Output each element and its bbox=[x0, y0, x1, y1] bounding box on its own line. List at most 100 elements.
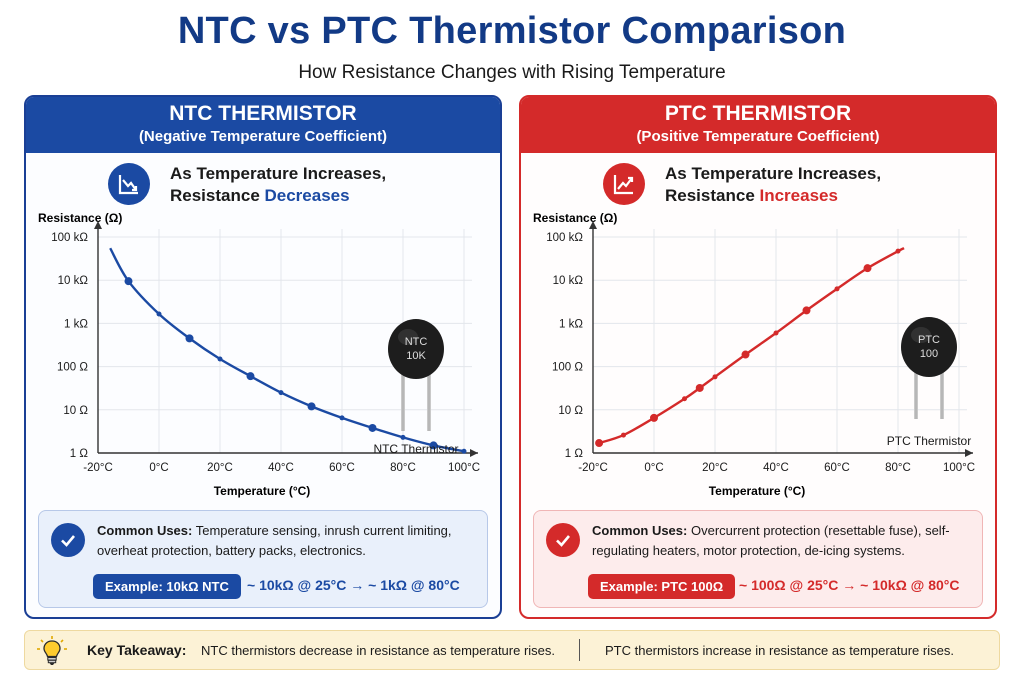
ptc-data-point bbox=[802, 306, 811, 315]
ptc-y-axis-arrow bbox=[589, 221, 597, 229]
ntc-x-tick-label: 80°C bbox=[390, 462, 416, 474]
ntc-subheading: (Negative Temperature Coefficient) bbox=[138, 128, 388, 145]
ptc-y-tick-label: 100 Ω bbox=[552, 362, 583, 374]
takeaway-ptc-text: PTC thermistors increase in resistance a… bbox=[605, 643, 954, 658]
ptc-data-point bbox=[834, 286, 840, 292]
ptc-data-point bbox=[773, 330, 779, 336]
ntc-data-point bbox=[217, 356, 223, 362]
ptc-statement-line1: As Temperature Increases, bbox=[665, 164, 882, 183]
ptc-x-tick-label: 0°C bbox=[644, 462, 663, 474]
takeaway-divider bbox=[579, 639, 580, 661]
ptc-heading: PTC THERMISTOR bbox=[664, 102, 852, 125]
ntc-data-point bbox=[339, 415, 345, 421]
page-title: NTC vs PTC Thermistor Comparison bbox=[177, 10, 847, 52]
ntc-y-axis-arrow bbox=[94, 221, 102, 229]
ptc-data-point bbox=[682, 396, 687, 402]
ptc-statement: As Temperature Increases, Resistance Inc… bbox=[665, 163, 881, 207]
ptc-x-tick-label: 100°C bbox=[943, 462, 975, 474]
ptc-component-label-2: 100 bbox=[920, 348, 938, 360]
ntc-y-tick-label: 1 Ω bbox=[70, 448, 89, 460]
ntc-uses-box: Common Uses: Temperature sensing, inrush… bbox=[38, 510, 488, 608]
ptc-data-point bbox=[621, 432, 626, 438]
ptc-component-caption: PTC Thermistor bbox=[887, 434, 971, 448]
ptc-y-tick-label: 100 kΩ bbox=[546, 232, 583, 244]
ntc-uses-text: Common Uses: Temperature sensing, inrush… bbox=[97, 521, 482, 561]
ntc-data-point bbox=[400, 434, 406, 440]
ntc-y-tick-label: 1 kΩ bbox=[64, 318, 88, 330]
ptc-y-tick-label: 1 kΩ bbox=[559, 318, 583, 330]
ntc-data-point bbox=[429, 441, 438, 450]
ptc-uses-label: Common Uses: bbox=[592, 523, 688, 538]
ntc-data-point bbox=[307, 402, 316, 411]
ntc-x-tick-label: 60°C bbox=[329, 462, 355, 474]
ntc-data-point bbox=[246, 372, 255, 381]
ntc-data-point bbox=[278, 390, 284, 396]
ptc-statement-prefix: Resistance bbox=[665, 186, 760, 205]
ptc-series-line bbox=[598, 247, 905, 445]
check-icon bbox=[546, 523, 580, 557]
ptc-example-label: Example: PTC 100Ω bbox=[588, 574, 736, 599]
ptc-data-point bbox=[712, 374, 718, 380]
ntc-x-tick-label: -20°C bbox=[83, 462, 113, 474]
ntc-statement-prefix: Resistance bbox=[170, 186, 265, 205]
ptc-x-axis-label: Temperature (°C) bbox=[709, 484, 806, 498]
ptc-data-point bbox=[895, 248, 901, 254]
ntc-statement-highlight: Decreases bbox=[264, 186, 350, 205]
ptc-y-tick-label: 1 Ω bbox=[565, 448, 584, 460]
ptc-x-axis-arrow bbox=[965, 449, 973, 457]
ptc-data-point bbox=[650, 413, 658, 422]
ptc-y-tick-label: 10 kΩ bbox=[553, 275, 584, 287]
ntc-y-tick-label: 10 kΩ bbox=[58, 275, 89, 287]
ntc-data-point bbox=[461, 448, 467, 454]
ntc-component-caption: NTC Thermistor bbox=[373, 442, 458, 456]
ptc-chart: Resistance (Ω) Temperature (°C) -20°C 0°C… bbox=[533, 211, 975, 498]
ptc-y-axis-label: Resistance (Ω) bbox=[533, 211, 617, 225]
ntc-y-tick-label: 100 kΩ bbox=[51, 232, 88, 244]
ntc-data-point bbox=[124, 277, 133, 286]
key-takeaway-bar: Key Takeaway: NTC thermistors decrease i… bbox=[24, 630, 1000, 670]
ntc-data-point bbox=[156, 311, 162, 317]
ntc-y-tick-label: 10 Ω bbox=[63, 405, 88, 417]
ptc-x-tick-label: 60°C bbox=[824, 462, 850, 474]
ptc-x-tick-label: 40°C bbox=[763, 462, 789, 474]
ntc-thermistor-component: NTC 10K NTC Thermistor bbox=[373, 319, 459, 456]
ntc-component-label-2: 10K bbox=[406, 350, 426, 362]
ntc-x-tick-label: 40°C bbox=[268, 462, 294, 474]
ntc-data-point bbox=[368, 423, 377, 432]
ntc-example-value: ~ 10kΩ @ 25°C → ~ 1kΩ @ 80°C bbox=[247, 577, 460, 593]
trend-up-icon bbox=[603, 163, 645, 205]
ntc-statement: As Temperature Increases, Resistance Dec… bbox=[170, 163, 386, 207]
ntc-component-label-1: NTC bbox=[405, 336, 428, 348]
ptc-panel-header: PTC THERMISTOR (Positive Temperature Coe… bbox=[521, 97, 995, 153]
ntc-uses-list: Temperature sensing, inrush current limi… bbox=[97, 523, 452, 558]
ntc-x-tick-label: 20°C bbox=[207, 462, 233, 474]
ntc-y-tick-label: 100 Ω bbox=[57, 362, 88, 374]
ntc-uses-label: Common Uses: bbox=[97, 523, 193, 538]
ntc-panel-header: NTC THERMISTOR (Negative Temperature Coe… bbox=[26, 97, 500, 153]
ntc-example-label: Example: 10kΩ NTC bbox=[93, 574, 241, 599]
ptc-data-point bbox=[741, 350, 750, 359]
ptc-data-point bbox=[595, 439, 604, 448]
ntc-x-tick-label: 0°C bbox=[149, 462, 168, 474]
ptc-panel: PTC THERMISTOR (Positive Temperature Coe… bbox=[519, 95, 997, 619]
ptc-uses-text: Common Uses: Overcurrent protection (res… bbox=[592, 521, 977, 561]
ntc-x-axis-arrow bbox=[470, 449, 478, 457]
ptc-subheading: (Positive Temperature Coefficient) bbox=[636, 128, 880, 145]
lightbulb-icon bbox=[35, 635, 69, 672]
ptc-uses-box: Common Uses: Overcurrent protection (res… bbox=[533, 510, 983, 608]
ntc-heading: NTC THERMISTOR bbox=[169, 102, 357, 125]
ptc-x-tick-label: -20°C bbox=[578, 462, 608, 474]
ptc-thermistor-component: PTC 100 PTC Thermistor bbox=[887, 317, 971, 448]
ntc-panel: NTC THERMISTOR (Negative Temperature Coe… bbox=[24, 95, 502, 619]
ntc-data-point bbox=[185, 334, 194, 343]
check-icon bbox=[51, 523, 85, 557]
ptc-x-tick-label: 20°C bbox=[702, 462, 728, 474]
page-subtitle: How Resistance Changes with Rising Tempe… bbox=[298, 62, 726, 83]
ptc-y-tick-label: 10 Ω bbox=[558, 405, 583, 417]
ptc-x-tick-label: 80°C bbox=[885, 462, 911, 474]
takeaway-ntc-text: NTC thermistors decrease in resistance a… bbox=[201, 643, 556, 658]
ntc-chart: Resistance (Ω) Temperature (°C) -20°C 0°C… bbox=[38, 211, 480, 498]
ptc-data-point bbox=[695, 383, 704, 392]
ntc-x-tick-label: 100°C bbox=[448, 462, 480, 474]
ntc-x-axis-label: Temperature (°C) bbox=[214, 484, 311, 498]
